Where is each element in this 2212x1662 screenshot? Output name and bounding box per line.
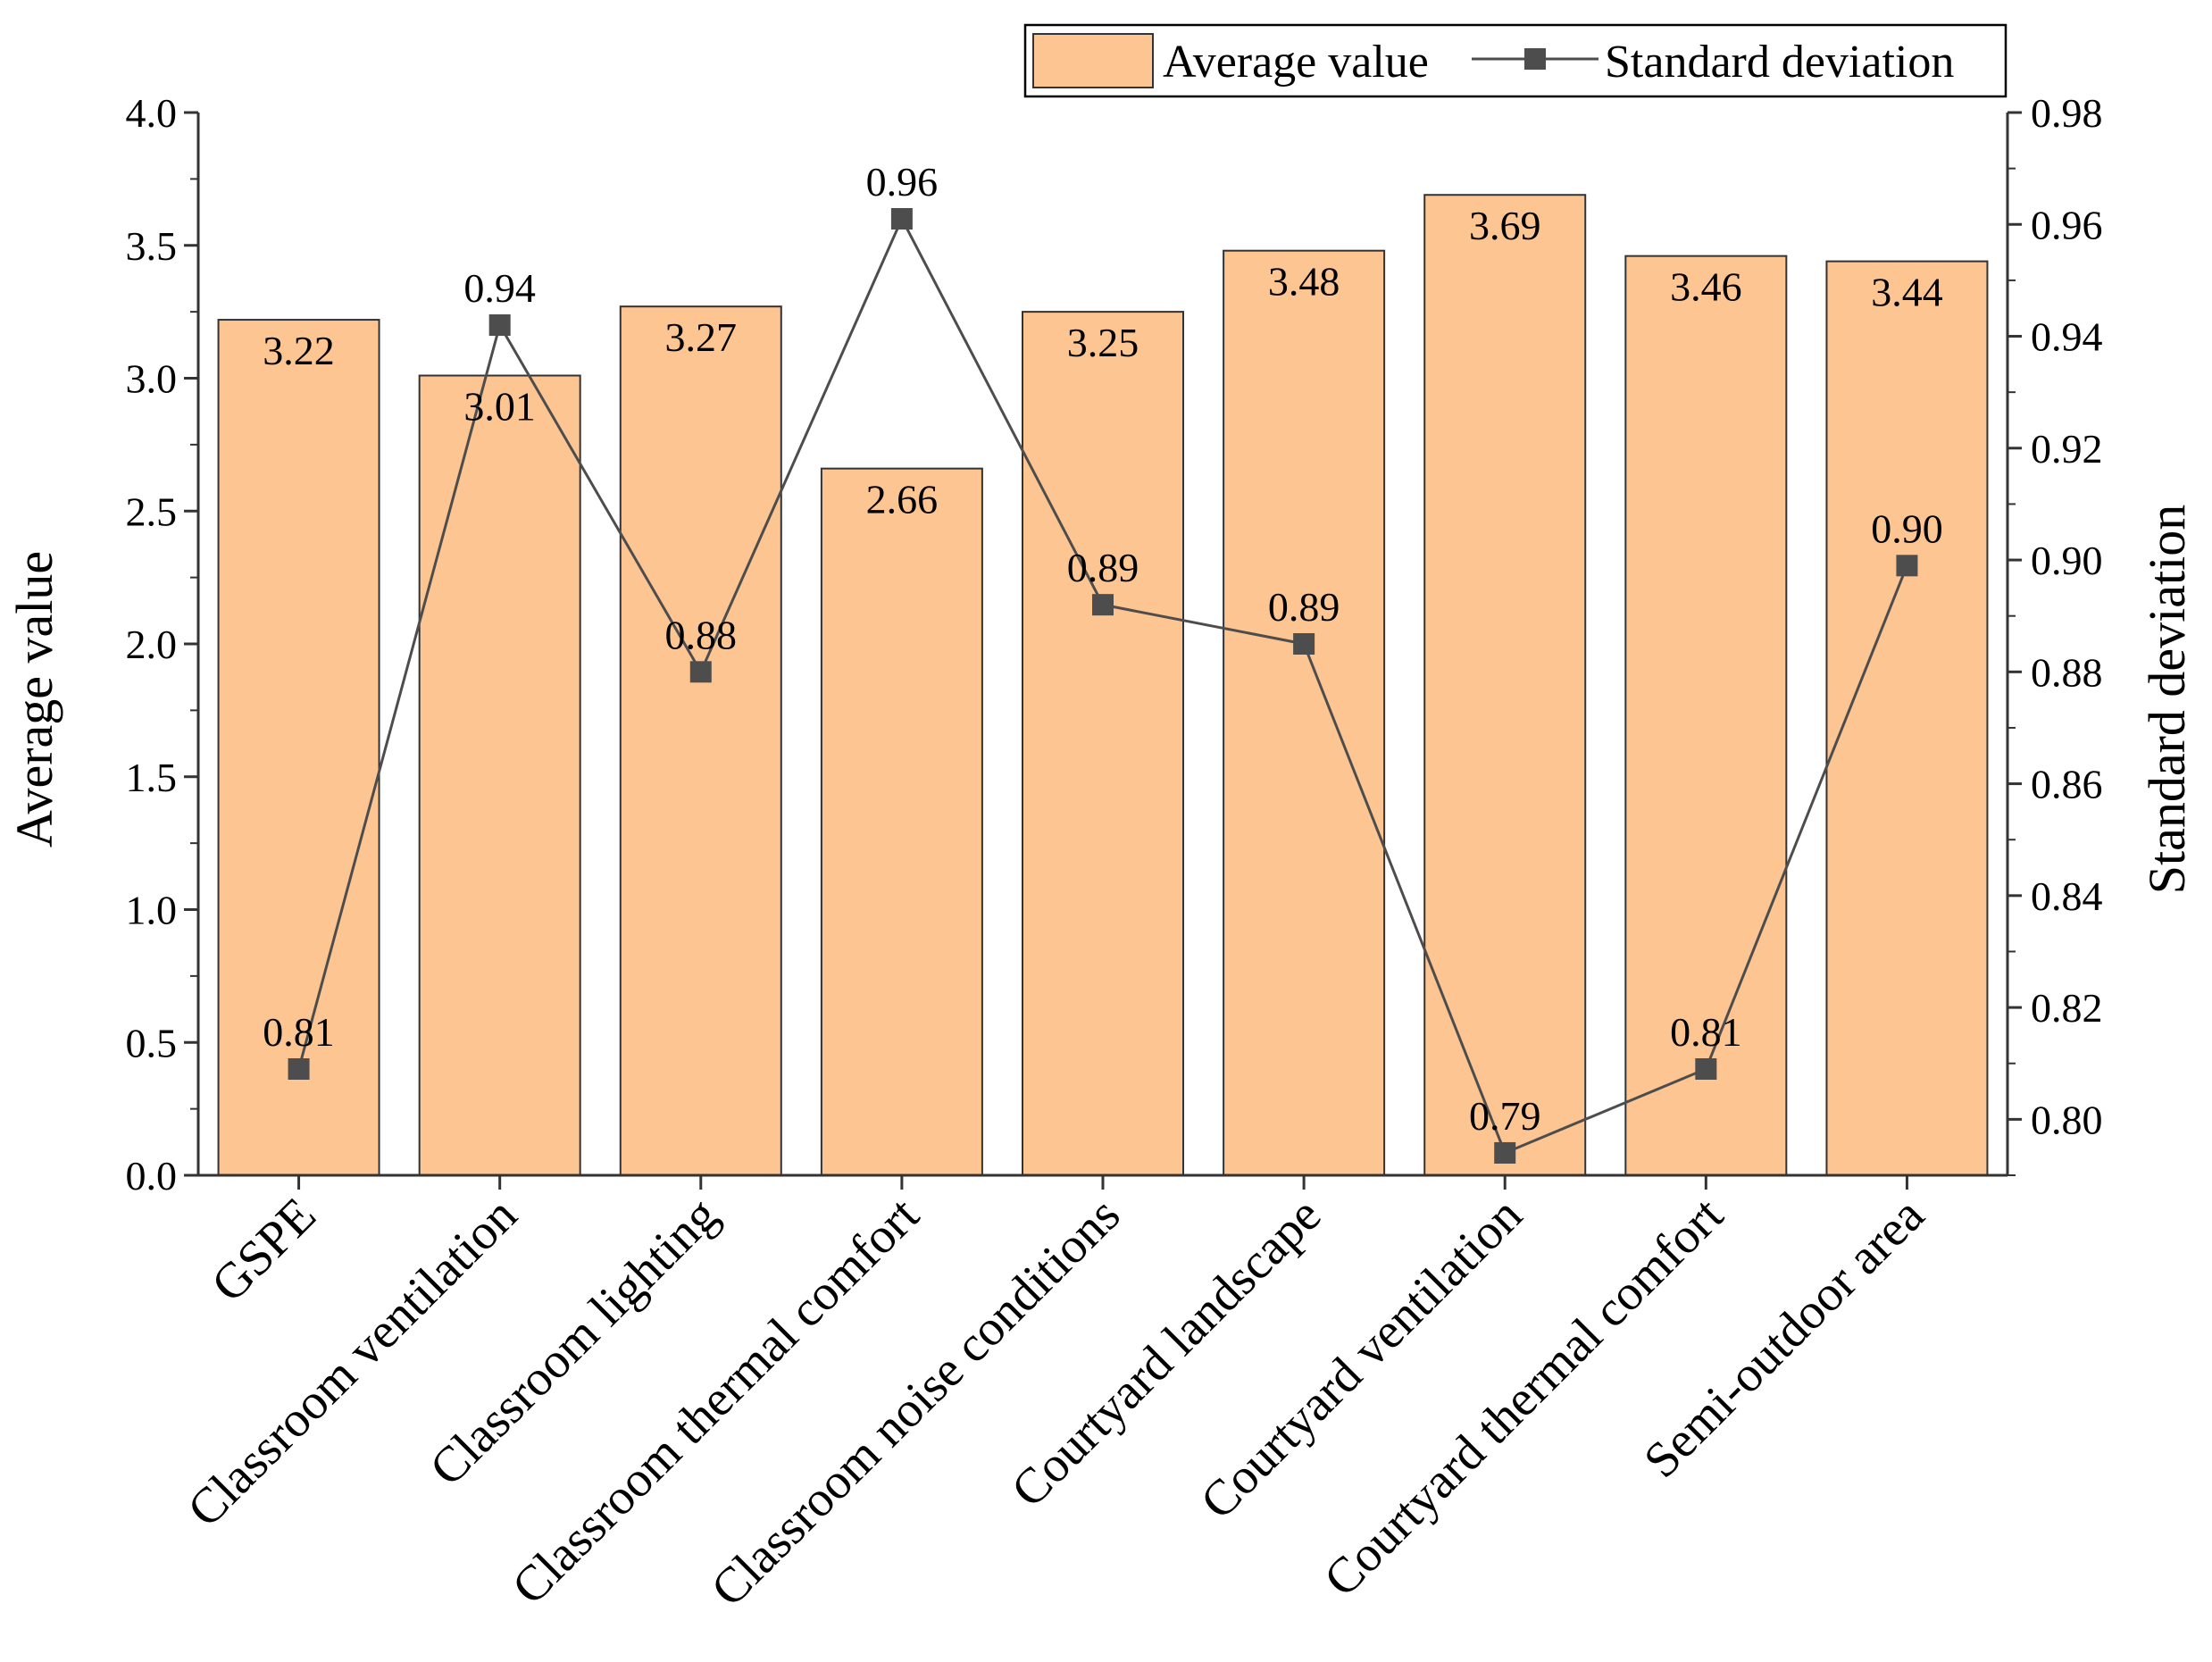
std-dev-marker-9 [1896,555,1918,577]
y2-tick-label: 0.98 [2031,90,2103,136]
category-label-2: Classroom ventilation [177,1187,527,1537]
bar-1 [217,319,380,1176]
y-tick-label: 2.5 [126,489,178,534]
y-tick-label: 3.5 [126,223,178,269]
y-tick-label: 2.0 [126,622,178,667]
std-value-label-6: 0.89 [1268,584,1340,630]
y-tick-label: 0.0 [126,1153,178,1198]
y-tick-label: 0.5 [126,1020,178,1065]
y-axis-title: Average value [5,551,63,848]
bar-value-label-8: 3.46 [1670,264,1742,310]
std-value-label-5: 0.89 [1067,545,1139,590]
legend-marker-square [1524,48,1546,70]
data-labels-layer: 3.22 3.01 3.27 2.66 3.25 3.48 3.69 3.46 3.44 0.81… [263,159,1942,1139]
std-dev-marker-4 [890,208,913,230]
bar-6 [1223,249,1386,1177]
bar-9 [1825,260,1989,1177]
y2-tick-label: 0.82 [2031,985,2103,1031]
y2-tick-label: 0.90 [2031,538,2103,583]
bar-4 [820,467,983,1176]
y-tick-label: 1.0 [126,888,178,933]
category-label-8: Courtyard thermal comfort [1314,1187,1734,1608]
y2-tick-label: 0.96 [2031,202,2103,247]
bar-value-label-9: 3.44 [1871,270,1943,315]
bar-3 [619,305,782,1176]
std-dev-marker-2 [488,314,511,336]
y-tick-label: 4.0 [126,90,178,136]
y2-tick-label: 0.84 [2031,873,2103,919]
legend-label-average: Average value [1163,37,1429,88]
bar-7 [1423,194,1587,1177]
y-tick-label: 3.0 [126,356,178,402]
bar-value-label-5: 3.25 [1067,320,1139,365]
bar-value-label-1: 3.22 [263,328,335,373]
bar-2 [418,374,581,1176]
y2-tick-label: 0.80 [2031,1097,2103,1142]
category-label-5: Classroom noise conditions [701,1187,1131,1617]
category-label-4: Classroom thermal comfort [502,1187,931,1616]
std-value-label-1: 0.81 [263,1009,335,1055]
std-value-label-3: 0.88 [665,612,738,657]
category-label-1: GSPE [201,1187,327,1313]
bar-value-label-7: 3.69 [1469,203,1541,248]
y2-tick-label: 0.88 [2031,649,2103,695]
std-value-label-9: 0.90 [1871,505,1943,551]
y-tick-label: 1.5 [126,755,178,800]
bar-value-label-3: 3.27 [665,314,738,360]
y2-tick-label: 0.92 [2031,426,2103,472]
bar-8 [1624,255,1788,1176]
y2-axis-title: Standard deviation [2138,505,2196,895]
y2-tick-label: 0.94 [2031,314,2103,360]
std-dev-marker-8 [1695,1058,1717,1080]
std-dev-marker-1 [288,1058,310,1080]
std-dev-marker-6 [1293,633,1315,655]
legend-bar-swatch [1032,33,1154,88]
axes-layer: 0.0 0.5 1.0 1.5 2.0 2.5 3.0 3.5 4.0 0.80 0.82 0.84 0… [126,90,2103,1198]
legend-label-std: Standard deviation [1605,37,1954,88]
std-value-label-7: 0.79 [1469,1093,1541,1139]
y2-tick-label: 0.86 [2031,762,2103,807]
std-value-label-4: 0.96 [866,159,939,205]
bar-value-label-2: 3.01 [463,384,536,430]
std-dev-marker-3 [689,661,712,683]
std-dev-marker-5 [1092,594,1114,616]
bar-5 [1022,311,1184,1176]
bars-layer [217,194,1989,1177]
legend-frame [1023,23,2007,98]
std-value-label-8: 0.81 [1670,1009,1742,1055]
std-line-layer [288,208,1918,1164]
bar-value-label-4: 2.66 [866,477,939,522]
std-dev-marker-7 [1494,1141,1516,1164]
bar-value-label-6: 3.48 [1268,259,1340,305]
legend: Average value Standard deviation [1023,23,2007,98]
std-value-label-2: 0.94 [463,265,536,311]
